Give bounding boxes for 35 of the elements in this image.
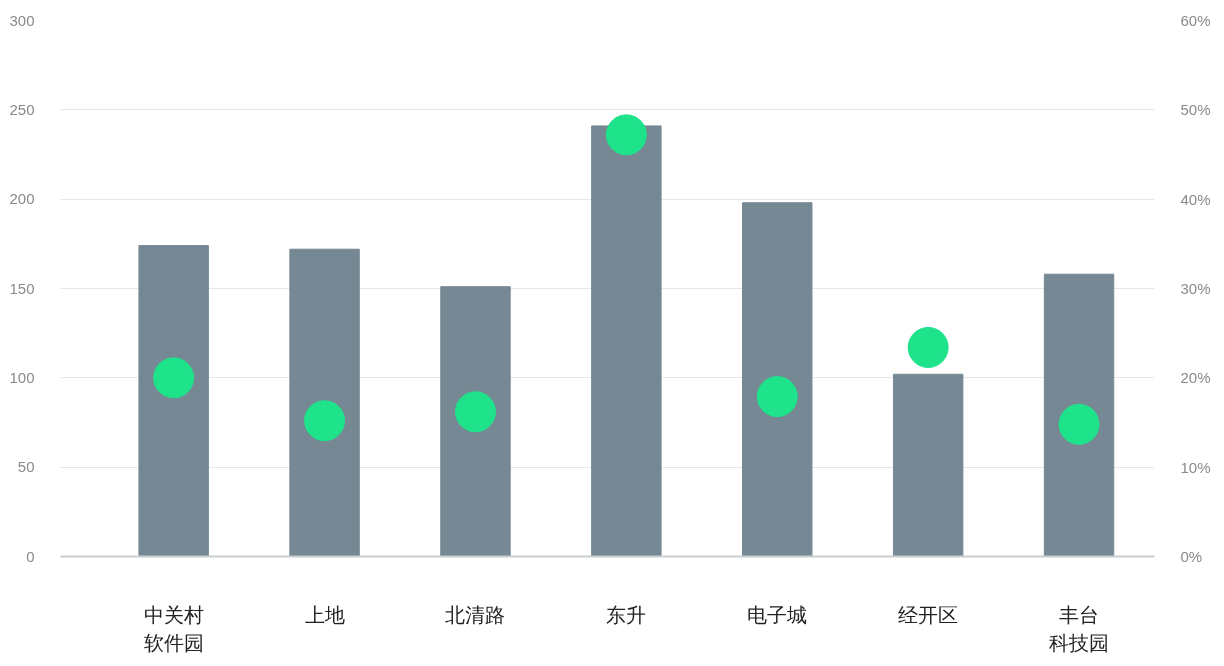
y2-tick-label: 30% — [1180, 280, 1211, 297]
x-tick-label: 中关村软件园 — [143, 602, 204, 656]
bar — [742, 202, 813, 557]
bar — [440, 286, 511, 557]
x-tick-label: 北清路 — [445, 602, 506, 627]
y-tick-label: 100 — [9, 368, 35, 386]
x-tick-label: 经开区 — [898, 602, 959, 627]
y2-tick-label: 20% — [1180, 369, 1211, 387]
x-tick-label: 上地 — [304, 602, 345, 627]
point — [153, 357, 195, 399]
x-tick-label: 丰台科技园 — [1049, 602, 1110, 656]
bar — [1043, 273, 1115, 557]
bar — [138, 245, 209, 557]
y-tick-label: 150 — [9, 279, 35, 297]
point — [454, 391, 496, 433]
x-tick-label: 东升 — [606, 602, 647, 627]
x-tick-label: 电子城 — [747, 602, 808, 627]
point — [756, 376, 798, 418]
bar — [892, 373, 964, 557]
y-tick-label: 0 — [26, 547, 35, 565]
y2-tick-label: 60% — [1180, 12, 1211, 29]
bar — [591, 125, 662, 557]
y-tick-label: 300 — [9, 11, 35, 29]
y2-tick-label: 10% — [1180, 458, 1211, 476]
y-tick-label: 50 — [17, 458, 35, 476]
point — [605, 114, 647, 156]
y2-tick-label: 0% — [1180, 548, 1203, 565]
y-tick-label: 250 — [9, 100, 35, 118]
y2-tick-label: 50% — [1180, 101, 1211, 119]
y2-tick-label: 40% — [1180, 190, 1211, 208]
bar — [289, 248, 360, 557]
y-tick-label: 200 — [9, 190, 35, 208]
point — [907, 327, 949, 368]
point — [304, 400, 346, 442]
point — [1058, 403, 1100, 445]
